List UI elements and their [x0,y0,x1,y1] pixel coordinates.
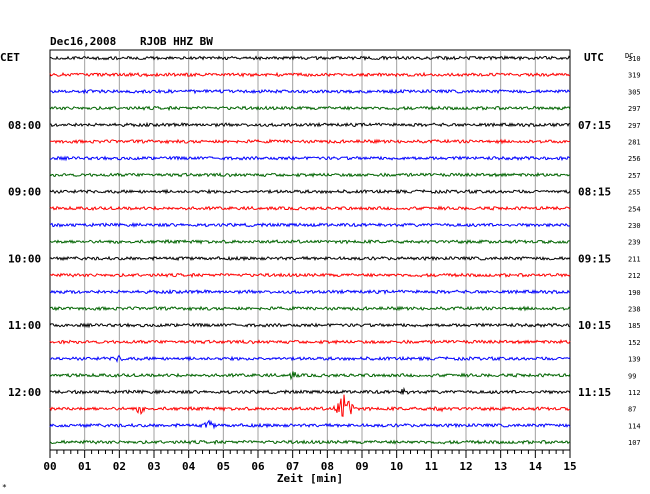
x-tick-label: 06 [251,460,265,473]
dc-offset-label: 310 [628,55,641,63]
dc-offset-label: 297 [628,105,641,113]
dc-offset-label: 255 [628,189,641,197]
seismic-trace [49,322,571,329]
dc-offset-label: 211 [628,255,641,263]
dc-offset-label: 319 [628,72,641,80]
seismic-trace [49,394,570,417]
seismic-trace [49,71,571,78]
seismic-trace [49,155,571,162]
seismic-trace [49,238,571,245]
station-title: RJOB HHZ BW [140,35,213,48]
dc-offset-label: 230 [628,222,641,230]
x-tick-label: 02 [113,460,126,473]
seismic-trace [49,88,571,95]
x-tick-label: 04 [182,460,196,473]
dc-offset-label: 152 [628,339,641,347]
seismic-trace [49,188,571,195]
plot-frame [49,49,571,451]
utc-hour-label: 07:15 [578,119,611,132]
seismic-trace [49,371,571,381]
dc-offset-label: 254 [628,205,641,213]
dc-offset-label: 256 [628,155,641,163]
local-hour-label: 08:00 [8,119,41,132]
dc-offset-label: 87 [628,406,636,414]
local-hour-label: 09:00 [8,186,41,199]
x-tick-label: 07 [286,460,299,473]
seismic-trace [49,272,571,279]
x-axis-label: Zeit [min] [277,472,343,485]
utc-hour-label: 09:15 [578,252,611,265]
x-tick-label: 03 [147,460,160,473]
utc-hour-label: 08:15 [578,186,611,199]
left-timezone-label: CET [0,51,20,64]
dc-header-label: DC [625,52,633,60]
dc-offset-label: 257 [628,172,641,180]
seismic-trace [49,354,571,364]
dc-offset-label: 190 [628,289,641,297]
x-axis: 00 01 02 03 04 05 06 07 08 09 10 11 12 13 14 15 [43,450,577,473]
seismic-trace [49,222,571,228]
label-group: 310 319 305 297 297 281 256 257 255 254 230 239 211 2… [8,55,641,447]
local-hour-label: 11:00 [8,319,41,332]
right-timezone-label: UTC [584,51,604,64]
x-tick-label: 12 [459,460,472,473]
x-tick-label: 11 [425,460,439,473]
utc-hour-label: 10:15 [578,319,611,332]
corner-mark: * [2,483,7,492]
x-tick-label: 05 [217,460,230,473]
seismic-trace [49,55,571,62]
dc-offset-label: 281 [628,139,641,147]
dc-offset-label: 238 [628,306,641,314]
seismic-trace [49,419,571,430]
dc-offset-label: 107 [628,439,641,447]
utc-hour-label: 11:15 [578,386,611,399]
seismic-trace [49,305,571,312]
x-tick-label: 15 [563,460,576,473]
seismic-trace [49,121,571,128]
seismic-trace [49,171,571,178]
dc-offset-label: 112 [628,389,641,397]
dc-offset-label: 114 [628,422,641,430]
seismic-trace [49,105,571,112]
dc-offset-label: 305 [628,88,641,96]
seismic-trace [49,138,571,145]
dc-offset-label: 99 [628,372,636,380]
seismic-trace [49,288,571,295]
date-title: Dec16,2008 [50,35,116,48]
seismic-trace [49,439,571,446]
x-tick-label: 01 [78,460,92,473]
seismic-trace [49,338,571,345]
dc-offset-label: 212 [628,272,641,280]
x-tick-label: 09 [355,460,368,473]
seismic-trace [49,386,571,395]
x-tick-label: 00 [43,460,56,473]
seismic-trace [49,205,571,212]
trace-group [49,55,571,446]
local-hour-label: 10:00 [8,252,41,265]
dc-offset-label: 139 [628,356,641,364]
dc-offset-label: 239 [628,239,641,247]
dc-offset-label: 297 [628,122,641,130]
x-tick-label: 08 [321,460,334,473]
local-hour-label: 12:00 [8,386,41,399]
minute-grid [84,50,536,450]
x-tick-label: 10 [390,460,403,473]
x-tick-label: 13 [494,460,507,473]
dc-offset-label: 185 [628,322,641,330]
seismic-trace [49,255,571,262]
x-tick-label: 14 [529,460,543,473]
